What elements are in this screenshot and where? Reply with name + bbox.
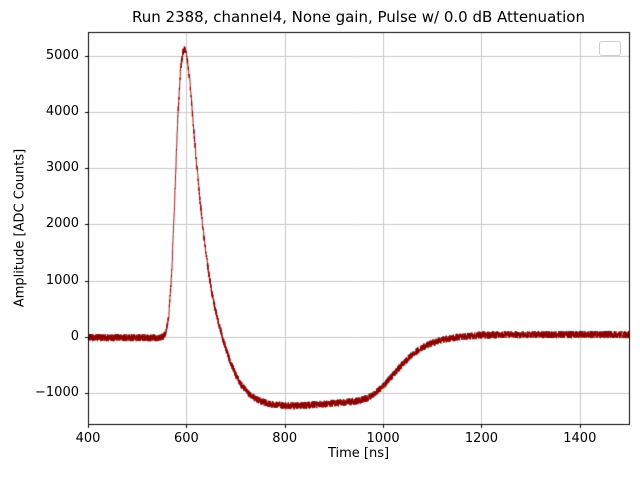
- y-tick-label: 4000: [45, 103, 79, 119]
- y-tick-label: 1000: [45, 272, 79, 288]
- y-axis-label: Amplitude [ADC Counts]: [12, 148, 28, 308]
- y-tick-label: 3000: [45, 160, 79, 176]
- x-tick-label: 1400: [563, 431, 597, 446]
- x-tick-label: 600: [173, 431, 199, 446]
- x-tick-label: 800: [272, 431, 298, 446]
- x-tick-label: 1000: [366, 431, 400, 446]
- y-tick-label: 5000: [45, 47, 79, 63]
- x-tick-label: 400: [75, 431, 101, 446]
- legend-box: [599, 41, 621, 56]
- y-tick-label: 2000: [45, 216, 79, 232]
- x-tick-label: 1200: [464, 431, 498, 446]
- y-tick-label: 0: [70, 328, 79, 344]
- x-axis-label: Time [ns]: [327, 446, 390, 461]
- y-tick-label: −1000: [35, 385, 79, 401]
